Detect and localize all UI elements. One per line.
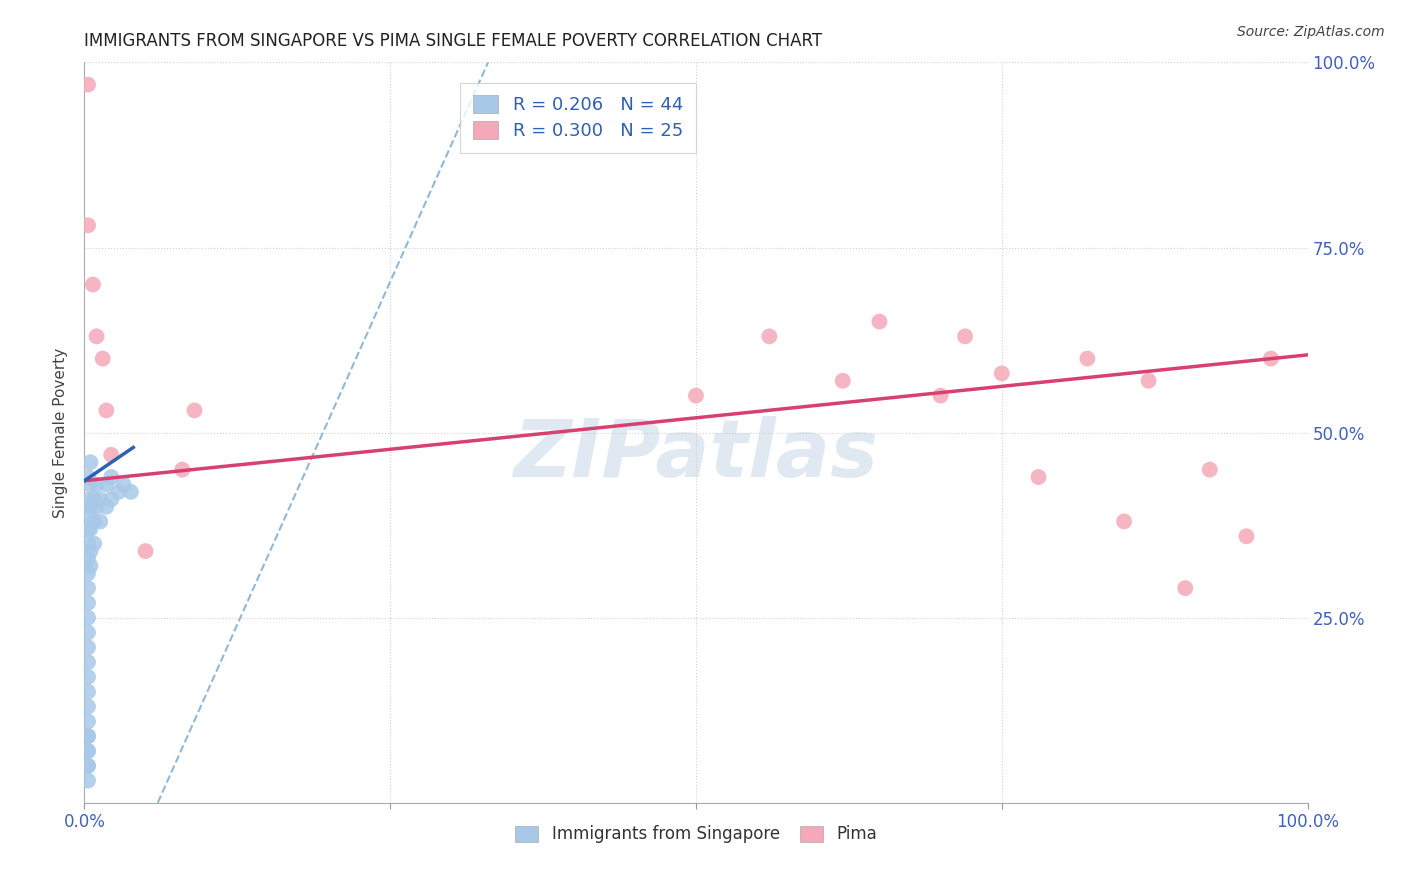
Point — [77, 655, 100, 669]
Point — [77, 507, 100, 521]
Point — [100, 448, 122, 462]
Point — [96, 500, 118, 514]
Point — [1076, 351, 1098, 366]
Point — [86, 477, 108, 491]
Point — [77, 714, 100, 729]
Point — [77, 566, 100, 581]
Point — [77, 596, 100, 610]
Point — [991, 367, 1014, 381]
Point — [107, 484, 129, 499]
Point — [96, 477, 118, 491]
Point — [929, 388, 952, 402]
Point — [79, 544, 101, 558]
Text: Source: ZipAtlas.com: Source: ZipAtlas.com — [1237, 25, 1385, 39]
Point — [77, 492, 100, 507]
Point — [77, 729, 100, 743]
Point — [96, 403, 118, 417]
Point — [1114, 515, 1136, 529]
Point — [79, 522, 101, 536]
Point — [79, 500, 101, 514]
Point — [91, 351, 114, 366]
Point — [869, 314, 891, 328]
Point — [89, 492, 111, 507]
Point — [685, 388, 707, 402]
Point — [77, 522, 100, 536]
Point — [77, 699, 100, 714]
Point — [77, 685, 100, 699]
Point — [1260, 351, 1282, 366]
Point — [77, 470, 100, 484]
Point — [86, 329, 108, 343]
Point — [172, 462, 194, 476]
Point — [100, 492, 122, 507]
Point — [77, 729, 100, 743]
Point — [77, 773, 100, 788]
Point — [77, 610, 100, 624]
Point — [1236, 529, 1258, 543]
Point — [100, 470, 122, 484]
Point — [1028, 470, 1050, 484]
Point — [1137, 374, 1160, 388]
Point — [82, 277, 104, 292]
Point — [135, 544, 157, 558]
Point — [77, 744, 100, 758]
Point — [79, 558, 101, 573]
Point — [83, 515, 105, 529]
Text: IMMIGRANTS FROM SINGAPORE VS PIMA SINGLE FEMALE POVERTY CORRELATION CHART: IMMIGRANTS FROM SINGAPORE VS PIMA SINGLE… — [84, 32, 823, 50]
Point — [953, 329, 976, 343]
Y-axis label: Single Female Poverty: Single Female Poverty — [53, 348, 69, 517]
Point — [1198, 462, 1220, 476]
Text: ZIPatlas: ZIPatlas — [513, 416, 879, 494]
Point — [77, 219, 100, 233]
Point — [77, 640, 100, 655]
Point — [86, 500, 108, 514]
Point — [831, 374, 853, 388]
Point — [120, 484, 142, 499]
Point — [183, 403, 205, 417]
Point — [77, 758, 100, 772]
Point — [1174, 581, 1197, 595]
Point — [77, 78, 100, 92]
Point — [77, 744, 100, 758]
Point — [89, 515, 111, 529]
Point — [112, 477, 135, 491]
Point — [77, 581, 100, 595]
Point — [79, 477, 101, 491]
Point — [77, 670, 100, 684]
Point — [79, 455, 101, 469]
Point — [77, 758, 100, 772]
Point — [83, 492, 105, 507]
Point — [83, 536, 105, 550]
Point — [77, 536, 100, 550]
Point — [77, 551, 100, 566]
Legend: Immigrants from Singapore, Pima: Immigrants from Singapore, Pima — [508, 819, 884, 850]
Point — [77, 625, 100, 640]
Point — [758, 329, 780, 343]
